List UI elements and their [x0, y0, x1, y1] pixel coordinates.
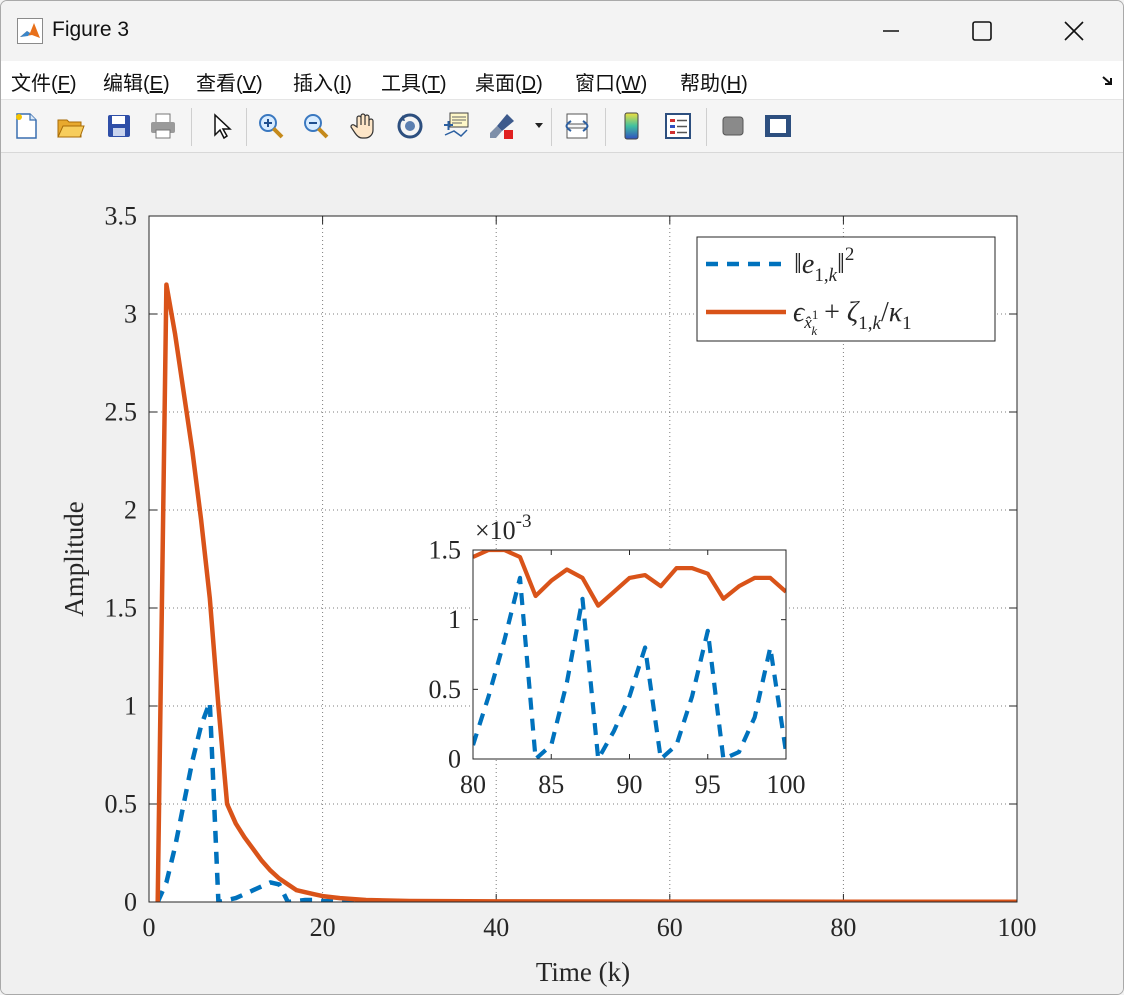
- zoom-in-button[interactable]: [254, 110, 288, 142]
- new-figure-icon: [16, 113, 37, 139]
- legend-box: [696, 236, 996, 342]
- new-figure-button[interactable]: [9, 110, 43, 142]
- menu-file[interactable]: 文件(F): [11, 73, 77, 95]
- y-axis-label: Amplitude: [59, 501, 89, 617]
- show-plot-tools-button[interactable]: [761, 110, 795, 142]
- maximize-icon: [972, 21, 992, 41]
- main-y-tick-label: 3: [124, 300, 137, 329]
- figure-toolbar: [1, 100, 1123, 153]
- menu-bar: 文件(F) 编辑(E) 查看(V) 插入(I) 工具(T) 桌面(D) 窗口(W…: [1, 61, 1123, 100]
- main-series-line-1[interactable]: [155, 699, 1017, 902]
- inset-x-tick-label: 80: [460, 770, 486, 799]
- legend-icon: [665, 113, 691, 139]
- data-cursor-icon: [444, 112, 469, 137]
- open-file-button[interactable]: [53, 110, 87, 142]
- inset-series-line-2[interactable]: [473, 550, 786, 608]
- main-axes-box: [148, 215, 1018, 903]
- main-y-tick-label: 0.5: [105, 790, 138, 819]
- print-button[interactable]: [146, 110, 180, 142]
- main-x-tick-label: 80: [830, 913, 856, 942]
- menu-help[interactable]: 帮助(H): [680, 73, 748, 95]
- inset-x-tick-label: 95: [695, 770, 721, 799]
- show-plot-tools-icon: [765, 115, 791, 137]
- figure-canvas[interactable]: 0 20 40 60 80 100 0 0.5 1 1.5 2 2.5 3 3.5 Time (k) Ampl…: [1, 153, 1123, 994]
- inset-scale-label: ×10-3: [475, 511, 532, 545]
- plot-svg[interactable]: 0 20 40 60 80 100 0 0.5 1 1.5 2 2.5 3 3.5 Time (k) Ampl…: [1, 153, 1123, 994]
- inset-y-tick-label: 1: [448, 605, 461, 634]
- data-cursor-button[interactable]: [439, 110, 473, 142]
- menu-window[interactable]: 窗口(W): [575, 73, 648, 95]
- dock-arrow-icon[interactable]: [1100, 73, 1116, 89]
- x-axis-label: Time (k): [536, 957, 630, 987]
- inset-y-tick-label: 0: [448, 745, 461, 774]
- maximize-button[interactable]: [952, 11, 1012, 51]
- pointer-icon: [214, 113, 232, 140]
- link-plot-button[interactable]: [560, 110, 594, 142]
- toolbar-separator: [551, 108, 552, 146]
- zoom-out-icon: [304, 114, 329, 139]
- main-y-tick-label: 1.5: [105, 594, 138, 623]
- main-x-tick-label: 20: [310, 913, 336, 942]
- inset-plot-area[interactable]: [473, 550, 786, 759]
- inset-axes[interactable]: 80 85 90 95 100 0 0.5 1 1.5 ×10-3: [429, 511, 806, 799]
- menu-view[interactable]: 查看(V): [196, 73, 263, 95]
- main-series-line-2[interactable]: [155, 282, 1017, 902]
- toolbar-separator: [706, 108, 707, 146]
- brush-icon: [490, 114, 514, 139]
- hide-plot-tools-button[interactable]: [716, 110, 750, 142]
- print-icon: [151, 113, 175, 139]
- minimize-icon: [883, 30, 899, 32]
- main-y-tick-label: 0: [124, 888, 137, 917]
- inset-x-tick-label: 85: [538, 770, 564, 799]
- menu-edit[interactable]: 编辑(E): [103, 73, 170, 95]
- rotate-3d-button[interactable]: [393, 110, 427, 142]
- hide-plot-tools-icon: [722, 116, 744, 136]
- inset-series-line-1[interactable]: [473, 575, 786, 759]
- save-icon: [108, 115, 130, 137]
- close-button[interactable]: [1044, 11, 1104, 51]
- pan-hand-icon: [350, 113, 374, 139]
- window-title: Figure 3: [52, 18, 130, 41]
- toolbar-separator: [246, 108, 247, 146]
- brush-button[interactable]: [485, 110, 519, 142]
- legend-label-2: ϵx̂1 k + ζ1,k/κ1: [793, 297, 912, 338]
- inset-x-tick-label: 90: [617, 770, 643, 799]
- main-x-tick-label: 60: [657, 913, 683, 942]
- main-y-tick-label: 2: [124, 496, 137, 525]
- menu-insert[interactable]: 插入(I): [293, 73, 352, 95]
- menu-desktop[interactable]: 桌面(D): [475, 73, 543, 95]
- inset-axes-box: [472, 549, 787, 760]
- brush-dropdown-icon[interactable]: [533, 121, 545, 131]
- legend-button[interactable]: [661, 110, 695, 142]
- colorbar-button[interactable]: [615, 110, 649, 142]
- menu-tools[interactable]: 工具(T): [381, 73, 447, 95]
- matlab-logo-icon: [17, 18, 43, 44]
- rotate-3d-icon: [397, 113, 423, 139]
- legend-label-1: ‖e1,k‖2: [794, 244, 854, 286]
- open-file-icon: [57, 119, 85, 138]
- legend[interactable]: ‖e1,k‖2 ϵx̂1 k + ζ1,k/κ1: [696, 236, 996, 342]
- inset-y-tick-label: 0.5: [429, 675, 462, 704]
- main-x-tick-label: 40: [483, 913, 509, 942]
- main-y-tick-label: 1: [124, 692, 137, 721]
- close-icon: [1064, 21, 1084, 41]
- save-button[interactable]: [102, 110, 136, 142]
- inset-x-tick-label: 100: [767, 770, 806, 799]
- zoom-in-icon: [259, 114, 284, 139]
- colorbar-icon: [624, 112, 639, 140]
- minimize-button[interactable]: [861, 11, 921, 51]
- pointer-button[interactable]: [204, 110, 238, 142]
- main-y-tick-label: 2.5: [105, 398, 138, 427]
- link-plot-icon: [565, 113, 589, 139]
- pan-button[interactable]: [346, 110, 380, 142]
- zoom-out-button[interactable]: [299, 110, 333, 142]
- toolbar-separator: [605, 108, 606, 146]
- main-x-tick-label: 100: [998, 913, 1037, 942]
- toolbar-separator: [191, 108, 192, 146]
- main-x-tick-label: 0: [143, 913, 156, 942]
- title-bar[interactable]: Figure 3: [1, 1, 1123, 61]
- inset-y-tick-label: 1.5: [429, 536, 462, 565]
- main-y-tick-label: 3.5: [105, 202, 138, 231]
